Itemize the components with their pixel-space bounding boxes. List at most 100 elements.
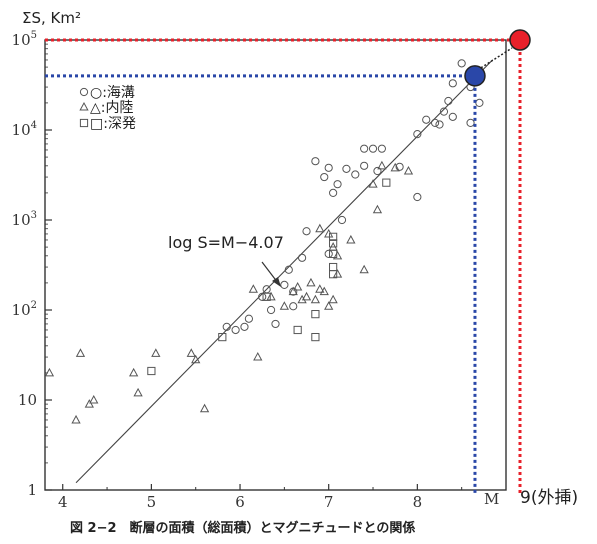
point-circle-trench (222, 322, 231, 331)
y-axis-label: ΣS, Km² (22, 9, 81, 27)
point-circle-trench (422, 115, 431, 124)
point-circle-trench (271, 319, 280, 329)
point-triangle-inland (368, 179, 378, 188)
point-circle-trench (320, 172, 329, 182)
point-circle-trench (337, 215, 347, 225)
x-tick-label: 7 (324, 493, 334, 511)
point-circle-trench (475, 98, 484, 108)
point-circle-trench (333, 180, 342, 189)
y-tick-label: 102 (12, 300, 37, 319)
point-circle-trench (435, 120, 444, 129)
point-circle-trench (413, 192, 422, 202)
point-circle-trench (448, 112, 457, 121)
point-circle-trench (413, 130, 422, 139)
point-square-deep (329, 270, 338, 279)
point-triangle-inland (310, 294, 321, 304)
point-triangle-inland (44, 367, 55, 377)
point-triangle-inland (372, 204, 383, 214)
point-circle-trench (342, 164, 351, 173)
point-circle-trench (430, 118, 440, 127)
point-triangle-inland (75, 348, 86, 357)
extrapolation-connector (480, 47, 513, 69)
point-circle-trench (297, 253, 307, 262)
legend-item-trench: ○:海溝 (90, 85, 135, 101)
point-triangle-inland (390, 162, 400, 172)
legend-marker-circle (79, 87, 89, 97)
x-tick-label: 6 (235, 493, 245, 511)
point-circle-trench (457, 59, 466, 68)
point-triangle-inland (84, 399, 94, 408)
point-square-deep (262, 292, 271, 301)
point-circle-trench (360, 144, 369, 153)
legend-marker-triangle (79, 101, 89, 111)
legend-item-inland: △:内陸 (90, 100, 133, 116)
point-triangle-inland (315, 284, 325, 293)
point-square-deep (329, 239, 338, 248)
point-circle-trench (444, 96, 453, 106)
point-triangle-inland (328, 294, 338, 304)
point-circle-trench (395, 162, 404, 171)
point-triangle-inland (129, 367, 139, 377)
point-square-deep (382, 178, 391, 187)
point-circle-trench (448, 79, 457, 88)
point-circle-trench (373, 166, 382, 176)
point-circle-trench (289, 302, 298, 311)
legend-item-deep: □:深発 (90, 116, 136, 132)
point-triangle-inland (359, 264, 369, 274)
point-triangle-inland (315, 223, 325, 233)
point-triangle-inland (191, 354, 201, 364)
point-circle-trench (240, 322, 249, 331)
point-square-deep (147, 366, 156, 376)
x-tick-label: 8 (413, 493, 423, 511)
point-triangle-inland (332, 269, 343, 278)
point-triangle-inland (346, 234, 356, 244)
fit-line-group (75, 59, 494, 484)
point-triangle-inland (248, 284, 258, 293)
point-square-deep (311, 310, 320, 319)
point-triangle-inland (377, 160, 387, 170)
point-square-deep (293, 325, 302, 335)
y-tick-label: 104 (12, 120, 37, 139)
point-triangle-inland (253, 352, 263, 361)
point-square-deep (311, 332, 320, 342)
figure-caption: 図 2−2 断層の面積（総面積）とマグニチュードとの関係 (70, 520, 415, 536)
y-tick-label: 103 (12, 210, 37, 229)
point-triangle-inland (332, 250, 343, 260)
point-square-deep (329, 232, 338, 241)
point-circle-trench (439, 107, 449, 116)
point-triangle-inland (186, 348, 196, 357)
x-tick-label: 4 (58, 493, 68, 511)
point-circle-trench (302, 227, 311, 236)
point-circle-trench (280, 280, 289, 290)
point-triangle-inland (319, 286, 329, 296)
point-circle-trench (377, 144, 386, 153)
point-square-deep (218, 332, 227, 342)
point-triangle-inland (288, 286, 298, 296)
red-point-marker (509, 29, 531, 51)
point-triangle-inland (301, 291, 312, 301)
fit-equation-label: log S=M−4.07 (168, 233, 284, 252)
point-triangle-inland (279, 301, 290, 310)
point-circle-trench (244, 314, 254, 323)
x-tick-label: 5 (147, 493, 157, 511)
point-circle-trench (231, 325, 240, 335)
extrapolation-label: 9(外挿) (520, 488, 578, 508)
point-triangle-inland (324, 301, 334, 310)
point-triangle-inland (71, 414, 81, 424)
point-circle-trench (266, 305, 276, 315)
point-circle-trench (258, 292, 267, 301)
point-triangle-inland (306, 277, 316, 287)
point-circle-trench (351, 170, 360, 179)
x-axis-label: M (484, 490, 499, 508)
point-circle-trench (368, 144, 378, 153)
axes: 4 5 6 7 8 1 10 102 103 104 105 (12, 30, 507, 511)
y-tick-label: 10 (18, 391, 37, 409)
point-square-deep (329, 262, 338, 272)
point-triangle-inland (293, 281, 303, 291)
point-circle-trench (329, 188, 338, 198)
point-triangle-inland (89, 394, 99, 404)
blue-point-marker (464, 65, 486, 87)
legend-marker-square (79, 118, 89, 128)
point-circle-trench (284, 265, 293, 274)
extrapolation-overlay (45, 29, 531, 494)
